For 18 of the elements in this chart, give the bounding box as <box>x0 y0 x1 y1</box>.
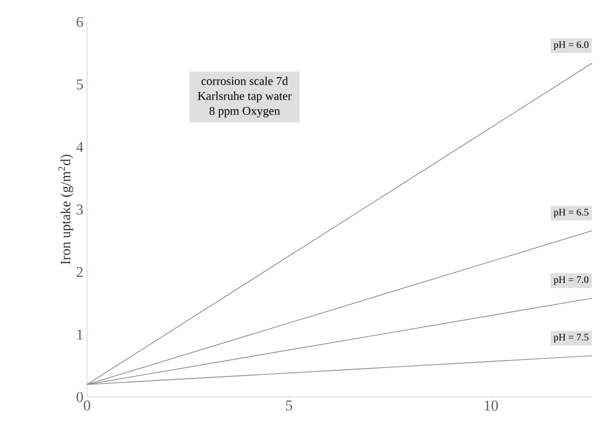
x-tick-label: 10 <box>484 400 498 411</box>
y-tick-label: 4 <box>76 142 84 152</box>
series-label: pH = 7.0 <box>554 276 588 286</box>
series-label: pH = 7.5 <box>554 334 588 343</box>
y-tick-label: 0 <box>76 392 83 402</box>
y-tick-label: 1 <box>77 330 83 340</box>
x-tick-label: 5 <box>286 400 292 410</box>
annotation: corrosion scale 7d <box>202 76 288 86</box>
y-tick-label: 3 <box>76 204 83 214</box>
series-label: pH = 6.0 <box>554 41 588 50</box>
y-tick-label: 6 <box>76 16 84 28</box>
annotation: 8 ppm Oxygen <box>209 106 280 118</box>
y-tick-label: 2 <box>76 267 83 277</box>
x-tick-label: 0 <box>84 400 90 411</box>
y-tick-label: 5 <box>76 80 83 90</box>
y-axis-title: Iron uptake (g/m$^{2}$d) <box>58 154 74 264</box>
annotation: Karlsruhe tap water <box>198 92 292 102</box>
series-label: pH = 6.5 <box>554 208 588 218</box>
